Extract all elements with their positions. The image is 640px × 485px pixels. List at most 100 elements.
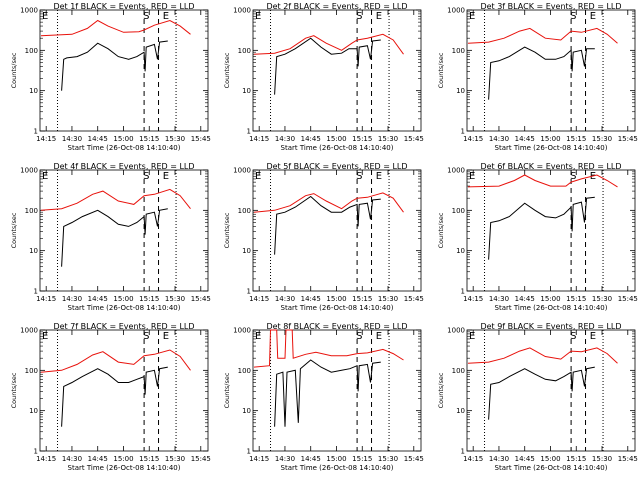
x-tick-label: 14:45 bbox=[88, 295, 108, 303]
y-tick-label: 1 bbox=[247, 128, 251, 136]
y-axis-label: Counts/sec bbox=[10, 212, 18, 248]
interval-marker-s: S bbox=[356, 171, 362, 182]
lld-series-line bbox=[467, 174, 618, 188]
x-tick-label: 15:00 bbox=[326, 295, 346, 303]
panel-title: Det 9f BLACK = Events, RED = LLD bbox=[480, 322, 621, 331]
x-tick-label: 14:30 bbox=[489, 135, 509, 143]
x-tick-label: 15:15 bbox=[352, 295, 372, 303]
plot-frame bbox=[252, 169, 422, 292]
y-tick-label: 10 bbox=[29, 247, 38, 255]
lld-series-line bbox=[40, 19, 191, 37]
y-tick-label: 1000 bbox=[233, 167, 251, 175]
y-tick-label: 100 bbox=[452, 367, 465, 375]
y-tick-label: 1 bbox=[461, 448, 465, 456]
interval-marker-e: E bbox=[163, 11, 169, 22]
x-tick-label: 15:30 bbox=[378, 295, 398, 303]
lld-series-line bbox=[40, 188, 191, 211]
y-tick-label: 100 bbox=[25, 47, 38, 55]
x-tick-label: 15:00 bbox=[326, 455, 346, 463]
x-tick-label: 14:30 bbox=[62, 455, 82, 463]
y-tick-label: 1 bbox=[247, 288, 251, 296]
y-tick-label: 10 bbox=[242, 407, 251, 415]
x-tick-label: 15:15 bbox=[352, 135, 372, 143]
y-tick-label: 1 bbox=[461, 128, 465, 136]
interval-marker-e: E bbox=[590, 11, 596, 22]
x-tick-label: 14:15 bbox=[249, 455, 269, 463]
lld-series-line bbox=[40, 349, 191, 373]
detector-panel-4: Det 4f BLACK = Events, RED = LLD 1 10 100 10… bbox=[10, 162, 211, 312]
events-series-line bbox=[488, 46, 595, 100]
x-axis-label: Start Time (26-Oct-08 14:10:40) bbox=[281, 464, 394, 472]
x-axis-label: Start Time (26-Oct-08 14:10:40) bbox=[281, 144, 394, 152]
plot-frame bbox=[39, 9, 209, 132]
y-tick-label: 1000 bbox=[233, 327, 251, 335]
y-tick-label: 1 bbox=[247, 448, 251, 456]
y-axis-label: Counts/sec bbox=[437, 372, 445, 408]
x-tick-label: 14:45 bbox=[515, 135, 535, 143]
events-series-line bbox=[488, 366, 595, 420]
y-tick-label: 1000 bbox=[447, 327, 465, 335]
x-tick-label: 15:30 bbox=[592, 455, 612, 463]
panel-title: Det 7f BLACK = Events, RED = LLD bbox=[53, 322, 194, 331]
lld-series-line bbox=[253, 329, 404, 368]
x-tick-label: 15:30 bbox=[378, 455, 398, 463]
interval-marker-e: E bbox=[42, 11, 48, 22]
events-series-line bbox=[61, 366, 168, 427]
y-tick-label: 1000 bbox=[233, 7, 251, 15]
lld-series-line bbox=[467, 347, 618, 364]
x-tick-label: 15:00 bbox=[540, 455, 560, 463]
interval-marker-e: E bbox=[255, 331, 261, 342]
x-tick-label: 15:15 bbox=[566, 455, 586, 463]
interval-marker-s: S bbox=[570, 171, 576, 182]
x-tick-label: 14:15 bbox=[36, 455, 56, 463]
y-tick-label: 1000 bbox=[20, 167, 38, 175]
x-tick-label: 14:30 bbox=[489, 295, 509, 303]
interval-marker-e: E bbox=[376, 11, 382, 22]
x-tick-label: 15:15 bbox=[139, 135, 159, 143]
x-axis-label: Start Time (26-Oct-08 14:10:40) bbox=[281, 304, 394, 312]
detector-panel-6: Det 6f BLACK = Events, RED = LLD 1 10 100 10… bbox=[437, 162, 638, 312]
x-tick-label: 15:30 bbox=[592, 295, 612, 303]
x-tick-label: 15:00 bbox=[113, 455, 133, 463]
x-tick-label: 14:15 bbox=[463, 455, 483, 463]
x-tick-label: 14:30 bbox=[62, 295, 82, 303]
x-tick-label: 14:45 bbox=[301, 135, 321, 143]
interval-marker-s: S bbox=[570, 331, 576, 342]
x-tick-label: 14:45 bbox=[515, 455, 535, 463]
x-tick-label: 15:00 bbox=[113, 135, 133, 143]
y-tick-label: 100 bbox=[452, 47, 465, 55]
panel-title: Det 3f BLACK = Events, RED = LLD bbox=[480, 2, 621, 11]
x-tick-label: 15:00 bbox=[540, 135, 560, 143]
x-tick-label: 14:45 bbox=[301, 455, 321, 463]
x-tick-label: 15:45 bbox=[191, 455, 211, 463]
plot-frame bbox=[466, 329, 636, 452]
y-tick-label: 10 bbox=[456, 407, 465, 415]
detector-panel-2: Det 2f BLACK = Events, RED = LLD 1 10 100 10… bbox=[223, 2, 424, 152]
y-tick-label: 10 bbox=[242, 87, 251, 95]
x-axis-label: Start Time (26-Oct-08 14:10:40) bbox=[495, 144, 608, 152]
y-tick-label: 1000 bbox=[20, 327, 38, 335]
x-tick-label: 15:30 bbox=[592, 135, 612, 143]
x-tick-label: 14:15 bbox=[249, 295, 269, 303]
x-tick-label: 14:30 bbox=[62, 135, 82, 143]
lld-series-line bbox=[467, 27, 618, 44]
y-tick-label: 10 bbox=[29, 407, 38, 415]
x-tick-label: 15:30 bbox=[165, 135, 185, 143]
x-tick-label: 14:45 bbox=[88, 135, 108, 143]
x-tick-label: 14:45 bbox=[515, 295, 535, 303]
x-tick-label: 15:15 bbox=[352, 455, 372, 463]
panel-title: Det 8f BLACK = Events, RED = LLD bbox=[266, 322, 407, 331]
x-tick-label: 15:15 bbox=[566, 135, 586, 143]
detector-panel-8: Det 8f BLACK = Events, RED = LLD 1 10 100 10… bbox=[223, 322, 424, 472]
interval-marker-s: S bbox=[143, 171, 149, 182]
x-tick-label: 15:45 bbox=[618, 455, 638, 463]
interval-marker-s: S bbox=[143, 331, 149, 342]
y-axis-label: Counts/sec bbox=[437, 212, 445, 248]
events-series-line bbox=[274, 37, 381, 95]
y-tick-label: 10 bbox=[29, 87, 38, 95]
interval-marker-e: E bbox=[469, 331, 475, 342]
x-tick-label: 15:15 bbox=[566, 295, 586, 303]
y-axis-label: Counts/sec bbox=[223, 372, 231, 408]
y-tick-label: 1000 bbox=[20, 7, 38, 15]
